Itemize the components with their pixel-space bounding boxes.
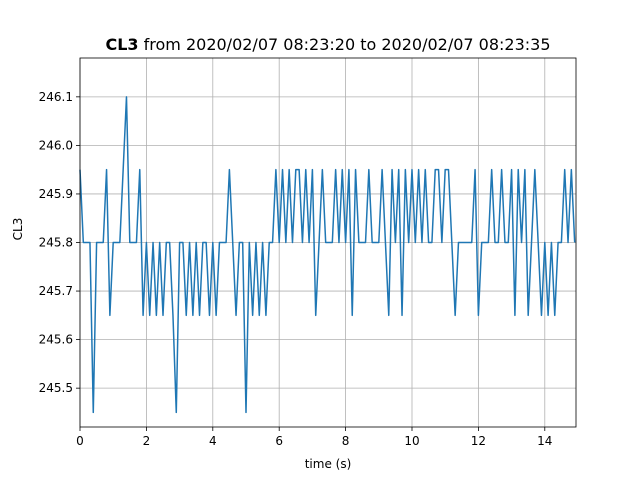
y-tick-label: 245.9 bbox=[39, 187, 73, 201]
title-text: from 2020/02/07 08:23:20 to 2020/02/07 0… bbox=[144, 35, 551, 54]
x-tick-label: 6 bbox=[275, 434, 283, 448]
x-tick-label: 2 bbox=[143, 434, 151, 448]
x-tick-label: 12 bbox=[471, 434, 486, 448]
title-name: CL3 bbox=[105, 35, 138, 54]
x-tick-label: 10 bbox=[404, 434, 419, 448]
x-tick-label: 0 bbox=[76, 434, 84, 448]
y-tick-label: 246.1 bbox=[39, 90, 73, 104]
chart-title: CL3 from 2020/02/07 08:23:20 to 2020/02/… bbox=[105, 35, 550, 54]
x-tick-label: 8 bbox=[342, 434, 350, 448]
x-axis-label: time (s) bbox=[305, 457, 352, 471]
plot-frame bbox=[79, 57, 577, 428]
y-tick-label: 246.0 bbox=[39, 138, 73, 152]
y-axis-label: CL3 bbox=[11, 218, 25, 241]
x-tick-label: 4 bbox=[209, 434, 217, 448]
data-line bbox=[79, 96, 576, 414]
x-tick-label: 14 bbox=[537, 434, 552, 448]
y-tick-label: 245.8 bbox=[39, 236, 73, 250]
y-tick-label: 245.6 bbox=[39, 333, 73, 347]
y-tick-label: 245.7 bbox=[39, 284, 73, 298]
y-tick-label: 245.5 bbox=[39, 381, 73, 395]
